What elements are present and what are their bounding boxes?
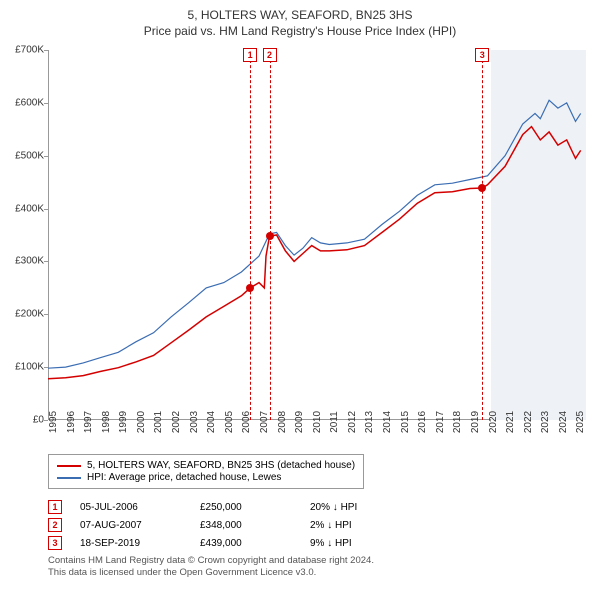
y-axis-label: £600K: [15, 97, 44, 108]
x-axis-label: 2010: [312, 411, 323, 433]
sales-row-delta: 9% ↓ HPI: [310, 538, 420, 549]
x-axis-label: 2023: [540, 411, 551, 433]
sales-row-delta: 2% ↓ HPI: [310, 520, 420, 531]
x-axis-label: 2000: [136, 411, 147, 433]
sales-row: 2 07-AUG-2007£348,0002% ↓ HPI: [48, 516, 420, 534]
x-axis-label: 2009: [294, 411, 305, 433]
x-axis-label: 2024: [558, 411, 569, 433]
x-axis-label: 2021: [505, 411, 516, 433]
sales-row-price: £250,000: [200, 502, 310, 513]
sale-marker-box: 2: [263, 48, 277, 62]
x-axis-label: 2025: [575, 411, 586, 433]
sales-row-price: £439,000: [200, 538, 310, 549]
x-axis-label: 2002: [171, 411, 182, 433]
x-axis-label: 2001: [153, 411, 164, 433]
x-axis-label: 2012: [347, 411, 358, 433]
x-axis-label: 2015: [400, 411, 411, 433]
x-axis-label: 2005: [224, 411, 235, 433]
x-axis-label: 1998: [101, 411, 112, 433]
footer-attribution: Contains HM Land Registry data © Crown c…: [48, 555, 374, 580]
series-line: [48, 127, 581, 379]
sales-table: 1 05-JUL-2006£250,00020% ↓ HPI 2 07-AUG-200…: [48, 498, 420, 552]
legend-item: HPI: Average price, detached house, Lewe…: [57, 472, 355, 483]
sales-row-date: 07-AUG-2007: [80, 520, 200, 531]
legend-text: HPI: Average price, detached house, Lewe…: [87, 472, 281, 483]
sale-point: [478, 184, 486, 192]
x-axis-label: 2017: [435, 411, 446, 433]
x-axis-label: 2007: [259, 411, 270, 433]
sales-row-marker: 2: [48, 518, 62, 532]
sale-point: [246, 284, 254, 292]
x-axis-label: 1996: [66, 411, 77, 433]
sales-row-date: 18-SEP-2019: [80, 538, 200, 549]
x-axis-label: 2008: [277, 411, 288, 433]
y-axis-label: £200K: [15, 309, 44, 320]
x-axis-label: 1995: [48, 411, 59, 433]
chart-subtitle: Price paid vs. HM Land Registry's House …: [0, 24, 600, 38]
x-axis-label: 2019: [470, 411, 481, 433]
sale-point: [266, 232, 274, 240]
x-axis-label: 2013: [364, 411, 375, 433]
x-axis-label: 2016: [417, 411, 428, 433]
x-axis-label: 2011: [329, 411, 340, 433]
legend-swatch: [57, 477, 81, 479]
y-axis-label: £300K: [15, 256, 44, 267]
x-axis-label: 2014: [382, 411, 393, 433]
series-line: [48, 100, 581, 368]
footer-line-2: This data is licensed under the Open Gov…: [48, 567, 374, 579]
sale-marker-box: 3: [475, 48, 489, 62]
sale-vline: [482, 50, 483, 420]
sales-row-marker: 3: [48, 536, 62, 550]
y-axis-label: £700K: [15, 45, 44, 56]
footer-line-1: Contains HM Land Registry data © Crown c…: [48, 555, 374, 567]
x-axis-label: 1997: [83, 411, 94, 433]
sales-row-date: 05-JUL-2006: [80, 502, 200, 513]
legend-text: 5, HOLTERS WAY, SEAFORD, BN25 3HS (detac…: [87, 460, 355, 471]
chart-plot-area: £0£100K£200K£300K£400K£500K£600K£700K199…: [48, 50, 586, 420]
sales-row: 3 18-SEP-2019£439,0009% ↓ HPI: [48, 534, 420, 552]
x-axis-label: 2018: [452, 411, 463, 433]
sale-marker-box: 1: [243, 48, 257, 62]
sale-vline: [250, 50, 251, 420]
y-axis-label: £100K: [15, 362, 44, 373]
legend-item: 5, HOLTERS WAY, SEAFORD, BN25 3HS (detac…: [57, 460, 355, 471]
x-axis-label: 1999: [118, 411, 129, 433]
sales-row-price: £348,000: [200, 520, 310, 531]
y-axis-label: £400K: [15, 203, 44, 214]
x-axis-label: 2004: [206, 411, 217, 433]
x-axis-label: 2022: [523, 411, 534, 433]
x-axis-label: 2020: [488, 411, 499, 433]
y-axis-label: £0: [33, 415, 44, 426]
sales-row-marker: 1: [48, 500, 62, 514]
chart-title: 5, HOLTERS WAY, SEAFORD, BN25 3HS: [0, 8, 600, 22]
x-axis-label: 2003: [189, 411, 200, 433]
sales-row-delta: 20% ↓ HPI: [310, 502, 420, 513]
legend-swatch: [57, 465, 81, 467]
legend: 5, HOLTERS WAY, SEAFORD, BN25 3HS (detac…: [48, 454, 364, 489]
sales-row: 1 05-JUL-2006£250,00020% ↓ HPI: [48, 498, 420, 516]
y-axis-label: £500K: [15, 150, 44, 161]
